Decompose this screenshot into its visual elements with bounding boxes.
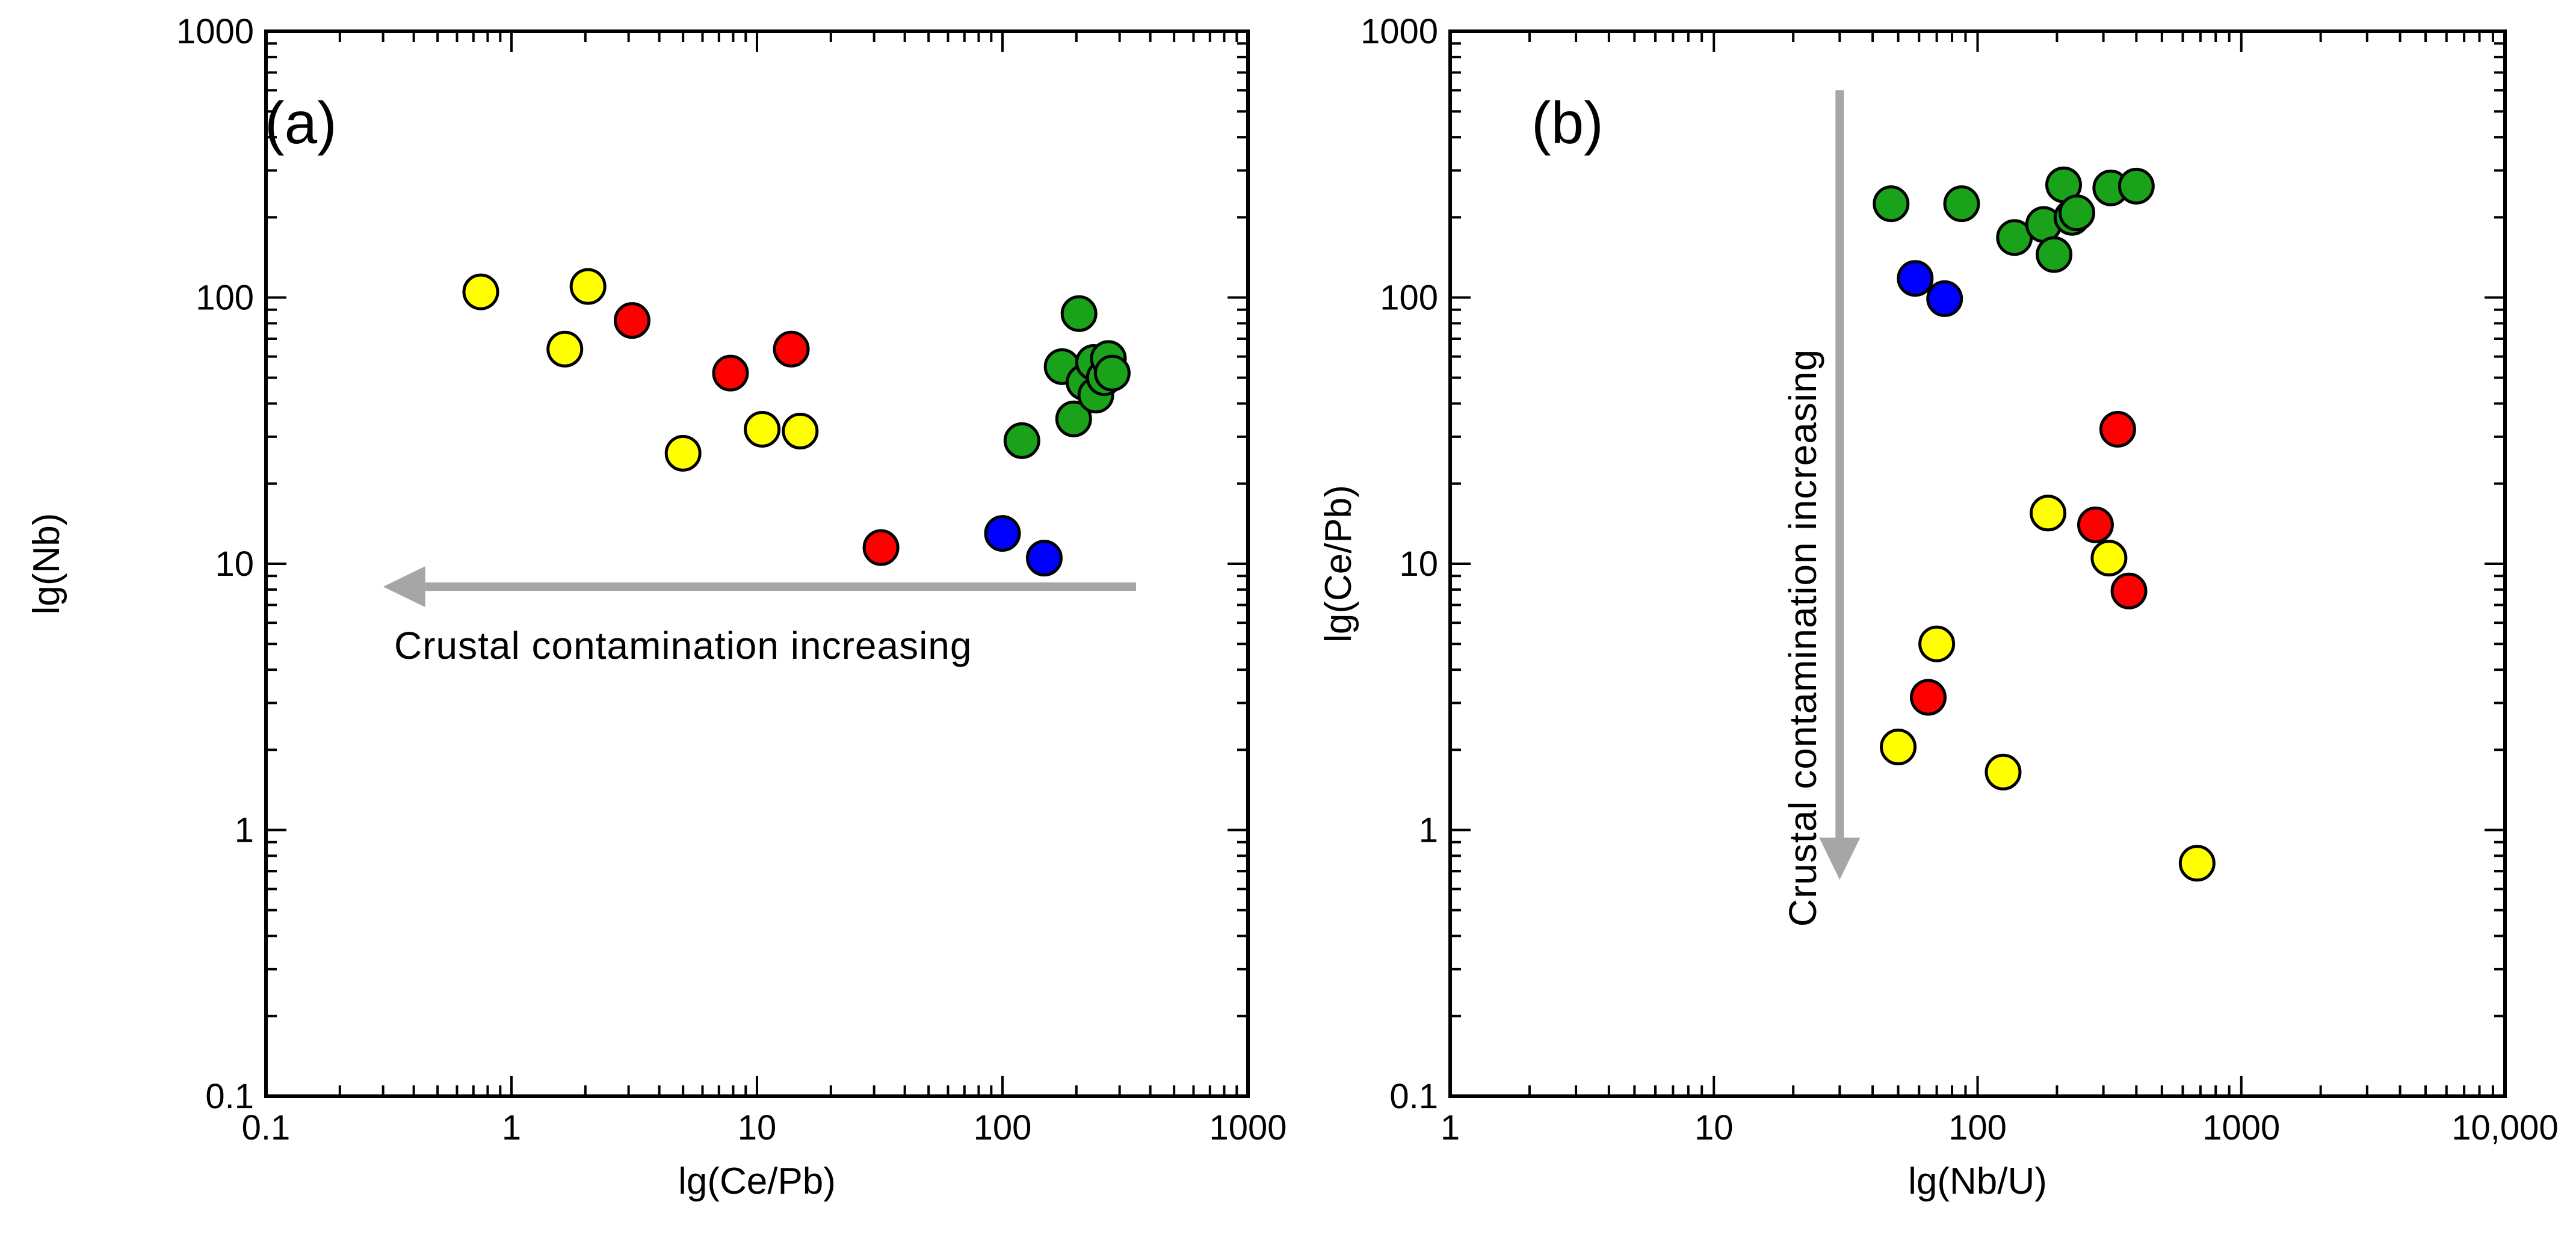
- panel-b-plot-frame: [1448, 29, 2507, 1098]
- x-tick-label: 10,000: [2451, 1108, 2558, 1147]
- panel-b-label: (b): [1531, 90, 1604, 156]
- panel-a-y-tick-labels: 0.1 1 10 100 1000: [176, 12, 254, 1116]
- data-point: [613, 302, 650, 339]
- data-point: [1910, 679, 1947, 716]
- panel-a-plot-frame: [264, 29, 1250, 1098]
- data-point: [2099, 410, 2136, 448]
- data-point: [1985, 753, 2022, 791]
- data-point: [2110, 572, 2148, 609]
- data-point: [2036, 236, 2073, 273]
- panel-b-data-points: [1873, 166, 2216, 882]
- panel-a: 0.1 1 10 100 1000 0.1 1 10 100 1000 (a) lg(Ce/Pb…: [26, 12, 1287, 1202]
- x-tick-label: 1: [502, 1108, 521, 1147]
- panel-a-label: (a): [265, 90, 337, 156]
- panel-a-data-points: [462, 268, 1131, 577]
- y-tick-label: 0.1: [205, 1077, 254, 1116]
- data-point: [1918, 625, 1956, 662]
- panel-a-y-axis-label: lg(Nb): [26, 513, 67, 615]
- data-point: [862, 529, 900, 566]
- data-point: [2090, 540, 2128, 577]
- panel-b-grid-ticks: [1449, 30, 2506, 1097]
- data-point: [744, 410, 781, 448]
- data-point: [1060, 295, 1098, 332]
- data-point: [569, 268, 607, 305]
- data-point: [2077, 506, 2114, 543]
- x-tick-label: 100: [1948, 1108, 2007, 1147]
- data-point: [1926, 280, 1963, 317]
- data-point: [773, 330, 810, 368]
- data-point: [2059, 194, 2096, 232]
- y-tick-label: 10: [1399, 544, 1438, 584]
- panel-a-x-axis-label: lg(Ce/Pb): [678, 1161, 836, 1202]
- data-point: [782, 412, 819, 449]
- data-point: [2117, 167, 2155, 205]
- x-tick-label: 10: [738, 1108, 777, 1147]
- data-point: [712, 354, 749, 392]
- data-point: [1873, 185, 1910, 223]
- data-point: [1943, 185, 1980, 223]
- data-point: [1003, 422, 1040, 459]
- y-tick-label: 1000: [1361, 12, 1438, 51]
- y-tick-label: 1: [235, 811, 254, 850]
- x-tick-label: 1: [1441, 1108, 1460, 1147]
- panel-b-y-axis-label: lg(Ce/Pb): [1318, 485, 1359, 643]
- panel-a-x-tick-labels: 0.1 1 10 100 1000: [242, 1108, 1287, 1147]
- data-point: [1897, 260, 1934, 297]
- data-point: [462, 273, 499, 310]
- panel-a-grid-ticks: [265, 30, 1249, 1097]
- y-tick-label: 0.1: [1389, 1077, 1438, 1116]
- data-point: [1880, 729, 1917, 766]
- panel-b-x-tick-labels: 1 10 100 1000 10,000: [1441, 1108, 2559, 1147]
- data-point: [1055, 400, 1092, 437]
- data-point: [2178, 845, 2216, 882]
- data-point: [2030, 495, 2067, 532]
- data-point: [664, 434, 702, 472]
- x-tick-label: 10: [1694, 1108, 1734, 1147]
- x-tick-label: 100: [974, 1108, 1032, 1147]
- panel-a-arrow-annotation: Crustal contamination increasing: [394, 624, 972, 667]
- x-tick-label: 0.1: [242, 1108, 291, 1147]
- arrow-head: [1819, 838, 1861, 880]
- y-tick-label: 100: [1380, 279, 1438, 318]
- data-point: [1025, 540, 1063, 577]
- data-point: [984, 515, 1021, 552]
- data-point: [546, 330, 584, 368]
- panel-b-contamination-arrow: [1819, 90, 1861, 880]
- y-tick-label: 1000: [176, 12, 254, 51]
- panel-b-x-axis-label: lg(Nb/U): [1908, 1161, 2047, 1202]
- y-tick-label: 100: [196, 279, 254, 318]
- y-tick-label: 10: [215, 544, 254, 584]
- panel-a-contamination-arrow: [383, 566, 1136, 608]
- arrow-head: [383, 566, 425, 608]
- y-tick-label: 1: [1419, 811, 1438, 850]
- x-tick-label: 1000: [1209, 1108, 1286, 1147]
- x-tick-label: 1000: [2202, 1108, 2280, 1147]
- panel-b-arrow-annotation: Crustal contamination increasing: [1781, 349, 1824, 927]
- data-point: [1093, 354, 1131, 392]
- panel-b-y-tick-labels: 0.1 1 10 100 1000: [1361, 12, 1438, 1116]
